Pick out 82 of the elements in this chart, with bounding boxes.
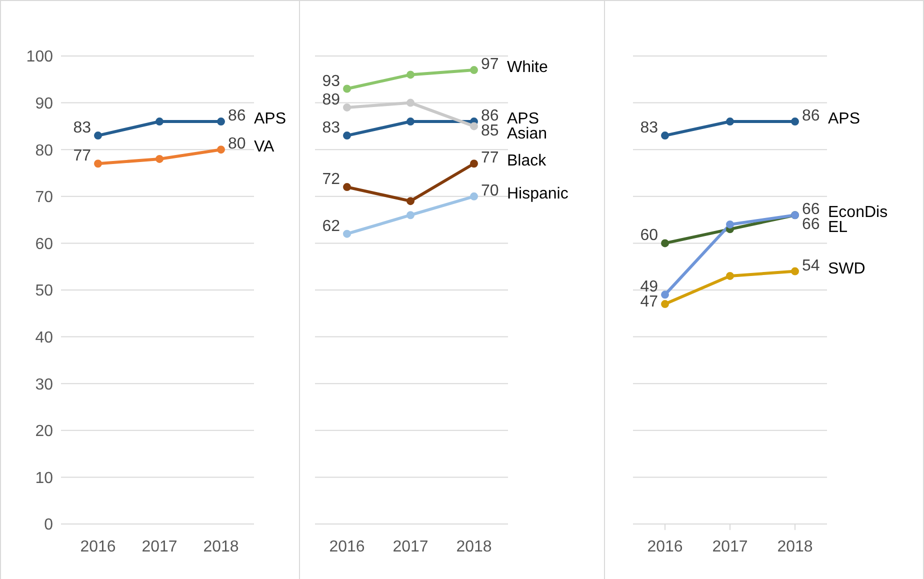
y-tick-label: 60 [35,236,54,253]
y-tick-label: 70 [35,189,54,206]
data-label: 83 [640,120,658,137]
x-tick-label: 2018 [777,538,813,556]
data-label: 93 [322,72,340,90]
point [343,132,351,140]
point [156,154,164,163]
point [94,132,102,140]
data-label: 77 [481,150,499,167]
point [406,197,414,206]
data-label: 77 [73,148,92,165]
y-tick-label: 90 [35,95,54,112]
x-tick-label: 2016 [329,538,365,556]
data-label: 83 [73,120,92,137]
point [791,118,799,126]
data-label: 86 [802,108,820,125]
data-label: 66 [802,201,820,218]
series-label: SWD [828,260,866,278]
point [94,160,102,168]
point [470,192,478,200]
point [726,118,734,126]
series-label: Hispanic [507,185,568,202]
series-label: EL [828,219,848,236]
point [470,160,478,168]
series-label: Black [507,152,548,170]
data-label: 85 [481,122,499,140]
point [406,70,414,79]
point [343,103,351,112]
y-tick-label: 30 [35,376,54,394]
point [406,98,414,107]
series-label: White [507,59,548,76]
series-label: APS [507,110,540,128]
point [217,146,225,154]
data-label: 72 [322,171,340,188]
point [470,66,478,74]
point [791,267,799,276]
data-label: 83 [322,120,340,137]
data-label: 60 [640,227,658,244]
x-tick-label: 2016 [647,538,683,556]
point [726,220,734,228]
point [406,118,414,126]
data-label: 70 [481,182,499,200]
data-label: 97 [481,56,499,74]
series-label: EconDis [828,204,888,222]
x-tick-label: 2018 [203,538,239,556]
y-tick-label: 100 [26,48,54,66]
series-label: APS [828,110,860,128]
series-label: VA [254,138,274,156]
point [217,118,225,126]
data-label: 66 [802,216,820,234]
data-label: 86 [481,108,499,125]
y-tick-label: 50 [35,282,54,300]
series-label: Asian [507,126,548,143]
data-label: 49 [640,278,658,296]
x-tick-label: 2017 [712,538,748,556]
point [343,84,351,93]
point [343,183,351,192]
x-tick-label: 2016 [80,538,116,556]
point [661,132,669,140]
y-tick-label: 10 [35,470,54,487]
data-label: 54 [802,257,820,274]
point [661,300,669,308]
point [726,272,734,280]
y-tick-label: 80 [35,142,54,160]
data-label: 62 [322,218,340,235]
data-label: 47 [640,294,658,311]
data-label: 86 [228,108,246,125]
x-tick-label: 2017 [392,538,428,556]
point [470,122,478,130]
point [156,118,164,126]
data-label: 80 [228,136,246,153]
series-label: APS [254,110,286,128]
point [661,290,669,299]
x-tick-label: 2018 [456,538,492,556]
data-label: 89 [322,91,340,108]
x-tick-label: 2017 [142,538,178,556]
point [343,230,351,238]
y-tick-label: 40 [35,329,54,346]
y-tick-label: 0 [44,516,54,534]
point [406,211,414,220]
y-tick-label: 20 [35,423,54,440]
point [661,239,669,248]
